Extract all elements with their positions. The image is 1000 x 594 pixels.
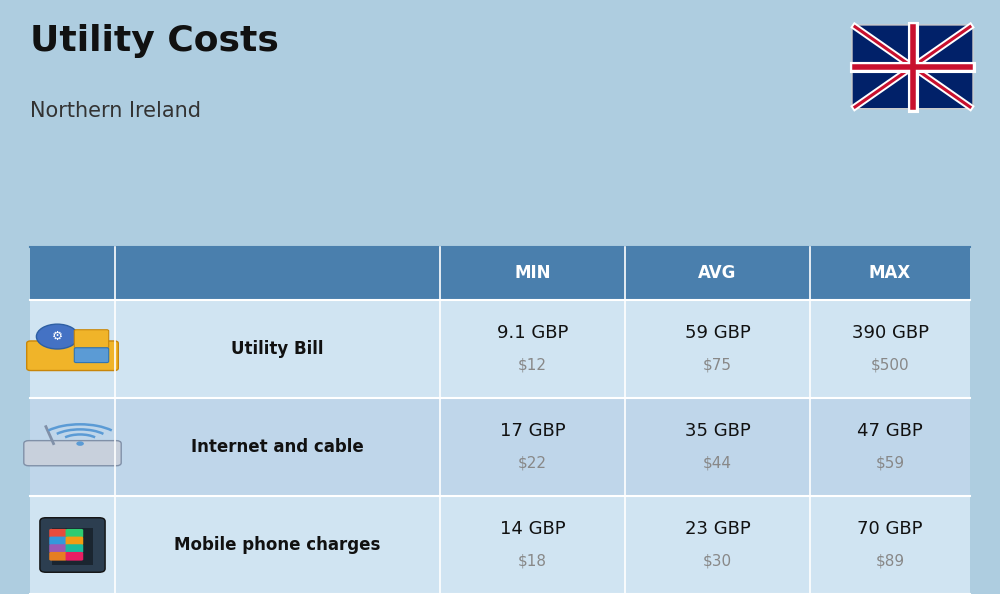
FancyBboxPatch shape [74,348,109,362]
FancyBboxPatch shape [852,25,973,109]
FancyBboxPatch shape [49,536,67,545]
FancyBboxPatch shape [30,300,970,398]
Text: $59: $59 [875,456,905,470]
Text: Internet and cable: Internet and cable [191,438,364,456]
Text: 47 GBP: 47 GBP [857,422,923,440]
FancyBboxPatch shape [24,441,121,466]
Text: 9.1 GBP: 9.1 GBP [497,324,568,342]
Text: Utility Costs: Utility Costs [30,24,279,58]
Text: $22: $22 [518,456,547,470]
FancyBboxPatch shape [27,341,118,371]
FancyBboxPatch shape [49,552,67,561]
FancyBboxPatch shape [66,529,83,538]
Text: 14 GBP: 14 GBP [500,520,565,538]
Text: AVG: AVG [698,264,737,282]
Circle shape [76,441,84,446]
Text: 23 GBP: 23 GBP [685,520,750,538]
FancyBboxPatch shape [49,544,67,553]
Text: ⚙: ⚙ [52,330,63,343]
FancyBboxPatch shape [52,527,93,565]
FancyBboxPatch shape [66,552,83,561]
FancyBboxPatch shape [74,330,109,348]
Text: Utility Bill: Utility Bill [231,340,324,358]
Text: $500: $500 [871,358,909,372]
Text: Northern Ireland: Northern Ireland [30,101,201,121]
Text: MAX: MAX [869,264,911,282]
Text: $89: $89 [875,554,905,568]
Text: $30: $30 [703,554,732,568]
Text: 59 GBP: 59 GBP [685,324,750,342]
FancyBboxPatch shape [30,496,970,594]
FancyBboxPatch shape [30,398,115,496]
Text: $18: $18 [518,554,547,568]
FancyBboxPatch shape [30,300,115,398]
FancyBboxPatch shape [30,247,970,300]
FancyBboxPatch shape [40,518,105,572]
Text: MIN: MIN [514,264,551,282]
Text: 17 GBP: 17 GBP [500,422,565,440]
Text: $12: $12 [518,358,547,372]
FancyBboxPatch shape [66,536,83,545]
FancyBboxPatch shape [66,544,83,553]
Text: 35 GBP: 35 GBP [685,422,750,440]
FancyBboxPatch shape [49,529,67,538]
FancyBboxPatch shape [30,496,115,594]
Text: $75: $75 [703,358,732,372]
Text: Mobile phone charges: Mobile phone charges [174,536,381,554]
Text: 70 GBP: 70 GBP [857,520,923,538]
Text: $44: $44 [703,456,732,470]
Circle shape [36,324,78,349]
FancyBboxPatch shape [30,398,970,496]
Text: 390 GBP: 390 GBP [852,324,928,342]
